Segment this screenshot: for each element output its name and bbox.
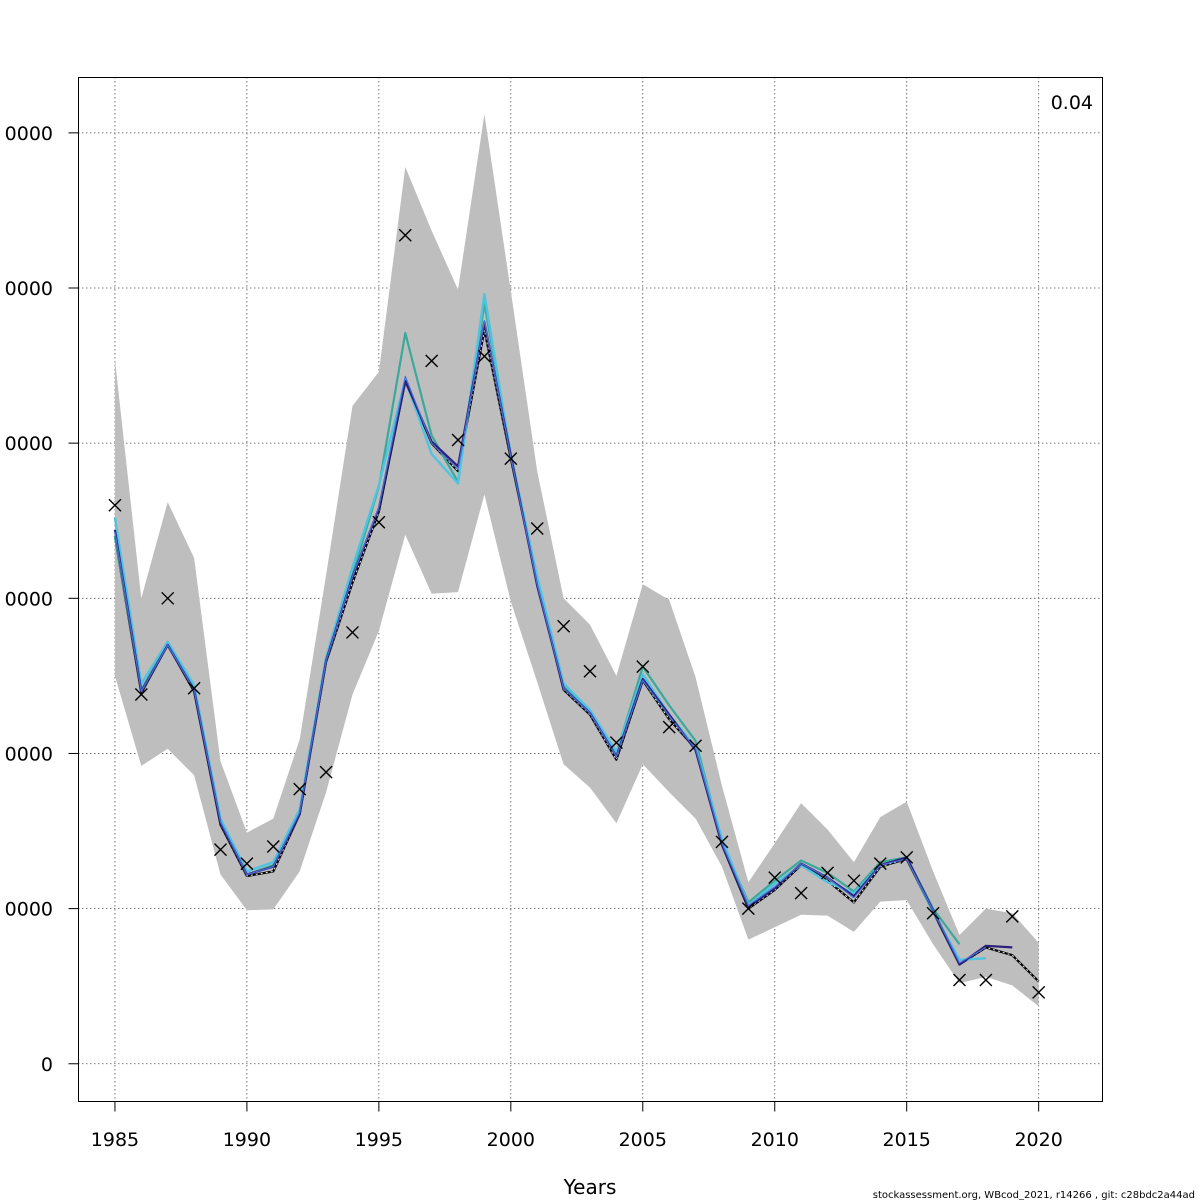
x-tick-label: 2005	[619, 1129, 667, 1151]
observed-point	[451, 433, 465, 447]
observed-point	[477, 349, 491, 363]
series-line-blue	[114, 320, 987, 964]
x-tick-label: 2000	[487, 1129, 535, 1151]
observed-point	[873, 857, 887, 871]
observed-points	[108, 228, 1046, 999]
observed-point	[504, 452, 518, 466]
x-tick-label: 1995	[355, 1129, 403, 1151]
observed-point	[900, 850, 914, 864]
y-tick-label: 0000	[5, 278, 53, 300]
x-tick-label: 2020	[1014, 1129, 1062, 1151]
x-axis-title: Years	[563, 1175, 617, 1199]
observed-point	[425, 354, 439, 368]
y-tick-label: 0000	[5, 123, 53, 145]
observed-point	[398, 228, 412, 242]
observed-point	[161, 591, 175, 605]
x-tick-label: 2015	[883, 1129, 931, 1151]
observed-point	[557, 619, 571, 633]
observed-point	[1005, 909, 1019, 923]
observed-point	[689, 739, 703, 753]
observed-point	[768, 871, 782, 885]
observed-point	[319, 765, 333, 779]
observed-point	[926, 906, 940, 920]
y-tick-label: 0000	[5, 743, 53, 765]
x-axis: 1985 1990 1995 2000 2005 2010 2015 2020	[91, 1101, 1063, 1151]
y-tick-label: 0000	[5, 899, 53, 921]
observed-point	[979, 973, 993, 987]
footer-credit: stockassessment.org, WBcod_2021, r14266 …	[873, 1190, 1195, 1200]
y-tick-label: 0000	[5, 588, 53, 610]
observed-point	[662, 720, 676, 734]
observed-point	[108, 498, 122, 512]
y-tick-label: 0	[41, 1054, 53, 1076]
x-tick-label: 1985	[91, 1129, 139, 1151]
observed-point	[847, 874, 861, 888]
observed-point	[214, 843, 228, 857]
series-lines	[113, 293, 1040, 983]
observed-point	[609, 736, 623, 750]
observed-point	[240, 857, 254, 871]
corner-annotation: 0.04	[1051, 92, 1093, 114]
observed-point	[266, 840, 280, 854]
series-line-base-dashes	[114, 329, 1040, 982]
observed-point	[293, 782, 307, 796]
observed-point	[134, 688, 148, 701]
confidence-band	[114, 114, 1039, 1007]
observed-point	[583, 664, 597, 678]
observed-point	[187, 681, 201, 695]
observed-point	[345, 625, 359, 639]
observed-point	[372, 515, 386, 529]
x-tick-label: 1990	[223, 1129, 271, 1151]
observed-point	[636, 660, 650, 674]
observed-point	[794, 886, 808, 900]
observed-point	[1032, 985, 1046, 999]
observed-point	[821, 866, 835, 880]
observed-point	[530, 521, 544, 535]
y-tick-label: 0000	[5, 433, 53, 455]
x-tick-label: 2010	[751, 1129, 799, 1151]
observed-point	[952, 973, 966, 987]
observed-point	[715, 835, 729, 849]
observed-point	[741, 902, 755, 916]
